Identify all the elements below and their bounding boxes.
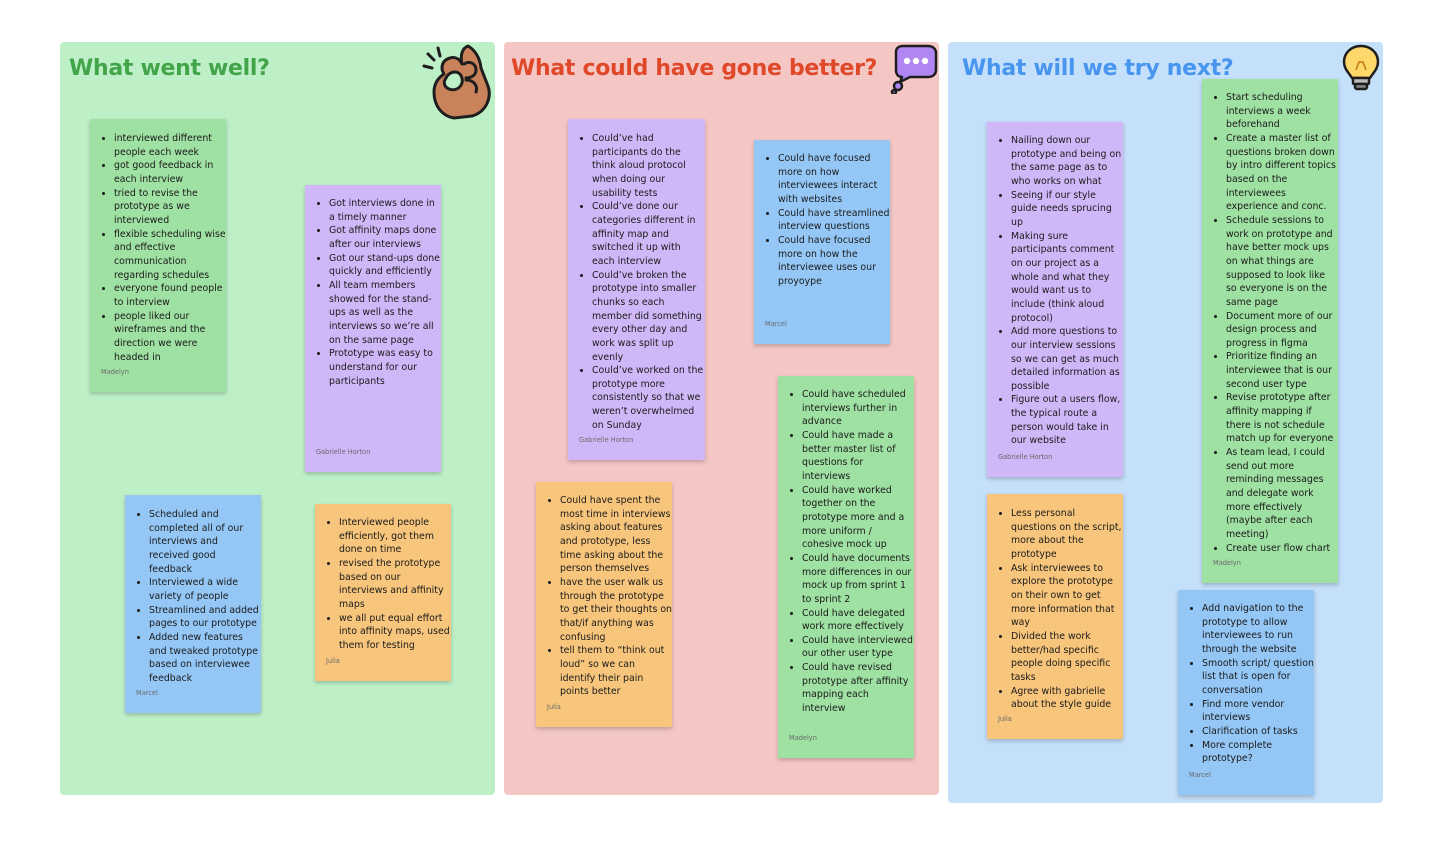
note-item: Could’ve had participants do the think a… xyxy=(592,132,705,200)
note-item: Clarification of tasks xyxy=(1202,725,1314,739)
sticky-note[interactable]: Could have spent the most time in interv… xyxy=(536,482,672,727)
sticky-note[interactable]: Got interviews done in a timely manner G… xyxy=(305,185,441,472)
note-item: Interviewed a wide variety of people xyxy=(149,576,261,603)
thought-bubble-icon xyxy=(890,44,940,99)
column-title: What went well? xyxy=(69,56,270,81)
note-item: Could have streamlined interview questio… xyxy=(778,207,890,234)
note-item: Create a master list of questions broken… xyxy=(1226,132,1338,214)
light-bulb-icon xyxy=(1342,44,1380,97)
note-item: Got our stand-ups done quickly and effic… xyxy=(329,252,441,279)
note-author: Gabrielle Horton xyxy=(998,453,1053,462)
note-item: Seeing if our style guide needs sprucing… xyxy=(1011,189,1123,230)
note-item: Could have focused more on how the inter… xyxy=(778,234,890,289)
sticky-note[interactable]: Start scheduling interviews a week befor… xyxy=(1202,79,1338,583)
note-item: Ask interviewees to explore the prototyp… xyxy=(1011,562,1123,630)
note-item: Could have spent the most time in interv… xyxy=(560,494,672,576)
column-title: What could have gone better? xyxy=(511,56,878,81)
note-item: Could have revised prototype after affin… xyxy=(802,661,914,716)
sticky-note[interactable]: Less personal questions on the script, m… xyxy=(987,494,1123,739)
note-item: we all put equal effort into affinity ma… xyxy=(339,612,451,653)
note-item: Got affinity maps done after our intervi… xyxy=(329,224,441,251)
note-item: Scheduled and completed all of our inter… xyxy=(149,508,261,576)
note-item: Making sure participants comment on our … xyxy=(1011,230,1123,326)
note-item: Could’ve worked on the prototype more co… xyxy=(592,364,705,432)
note-item: revised the prototype based on our inter… xyxy=(339,557,451,612)
sticky-note[interactable]: Could have focused more on how interview… xyxy=(754,140,890,344)
note-item: Add navigation to the prototype to allow… xyxy=(1202,602,1314,657)
note-author: Madelyn xyxy=(101,368,129,377)
note-item: Nailing down our prototype and being on … xyxy=(1011,134,1123,189)
note-item: All team members showed for the stand-up… xyxy=(329,279,441,347)
note-item: As team lead, I could send out more remi… xyxy=(1226,446,1338,542)
note-item: Could’ve done our categories different i… xyxy=(592,200,705,268)
note-item: More complete prototype? xyxy=(1202,739,1314,766)
note-author: Julia xyxy=(326,657,340,666)
note-item: Got interviews done in a timely manner xyxy=(329,197,441,224)
note-item: Document more of our design process and … xyxy=(1226,310,1338,351)
sticky-note[interactable]: Nailing down our prototype and being on … xyxy=(987,122,1123,477)
note-item: Schedule sessions to work on prototype a… xyxy=(1226,214,1338,310)
note-item: people liked our wireframes and the dire… xyxy=(114,310,226,365)
note-item: Find more vendor interviews xyxy=(1202,698,1314,725)
note-item: Divided the work better/had specific peo… xyxy=(1011,630,1123,685)
note-item: got good feedback in each interview xyxy=(114,159,226,186)
note-item: tried to revise the prototype as we inte… xyxy=(114,187,226,228)
note-item: Less personal questions on the script, m… xyxy=(1011,507,1123,562)
note-item: have the user walk us through the protot… xyxy=(560,576,672,644)
column-try-next: What will we try next? Nailing down our … xyxy=(948,42,1383,803)
sticky-note[interactable]: interviewed different people each week g… xyxy=(90,119,226,392)
note-item: Streamlined and added pages to our proto… xyxy=(149,604,261,631)
note-item: Could have made a better master list of … xyxy=(802,429,914,484)
note-author: Gabrielle Horton xyxy=(579,436,634,445)
note-author: Marcel xyxy=(765,320,787,329)
note-item: Could have documents more differences in… xyxy=(802,552,914,607)
note-item: Interviewed people efficiently, got them… xyxy=(339,516,451,557)
note-item: tell them to “think out loud” so we can … xyxy=(560,644,672,699)
note-item: Revise prototype after affinity mapping … xyxy=(1226,391,1338,446)
note-author: Madelyn xyxy=(789,734,817,743)
column-went-well: What went well? interviewed different pe… xyxy=(60,42,495,795)
note-item: Could have scheduled interviews further … xyxy=(802,388,914,429)
note-item: Smooth script/ question list that is ope… xyxy=(1202,657,1314,698)
note-item: Added new features and tweaked prototype… xyxy=(149,631,261,686)
sticky-note[interactable]: Interviewed people efficiently, got them… xyxy=(315,504,451,681)
note-author: Gabrielle Horton xyxy=(316,448,371,457)
column-gone-better: What could have gone better? Could’ve ha… xyxy=(504,42,939,795)
column-title: What will we try next? xyxy=(962,56,1234,81)
sticky-note[interactable]: Add navigation to the prototype to allow… xyxy=(1178,590,1314,795)
note-item: Add more questions to our interview sess… xyxy=(1011,325,1123,393)
note-item: flexible scheduling wise and effective c… xyxy=(114,228,226,283)
note-item: Could have delegated work more effective… xyxy=(802,607,914,634)
note-item: everyone found people to interview xyxy=(114,282,226,309)
sticky-note[interactable]: Could’ve had participants do the think a… xyxy=(568,119,705,460)
note-item: Prototype was easy to understand for our… xyxy=(329,347,441,388)
sticky-note[interactable]: Could have scheduled interviews further … xyxy=(778,376,914,758)
note-item: Prioritize finding an interviewee that i… xyxy=(1226,350,1338,391)
note-item: Agree with gabrielle about the style gui… xyxy=(1011,685,1123,712)
note-author: Marcel xyxy=(1189,771,1211,780)
sticky-note[interactable]: Scheduled and completed all of our inter… xyxy=(125,495,261,713)
note-item: Could have focused more on how interview… xyxy=(778,152,890,207)
note-item: Start scheduling interviews a week befor… xyxy=(1226,91,1338,132)
note-author: Julia xyxy=(547,703,561,712)
note-item: Could’ve broken the prototype into small… xyxy=(592,269,705,365)
ok-hand-icon xyxy=(420,42,496,125)
note-author: Madelyn xyxy=(1213,559,1241,568)
note-item: interviewed different people each week xyxy=(114,132,226,159)
note-item: Create user flow chart xyxy=(1226,542,1338,556)
note-item: Could have interviewed our other user ty… xyxy=(802,634,914,661)
note-author: Marcel xyxy=(136,689,158,698)
note-item: Could have worked together on the protot… xyxy=(802,484,914,552)
note-item: Figure out a users flow, the typical rou… xyxy=(1011,393,1123,448)
note-author: Julia xyxy=(998,715,1012,724)
